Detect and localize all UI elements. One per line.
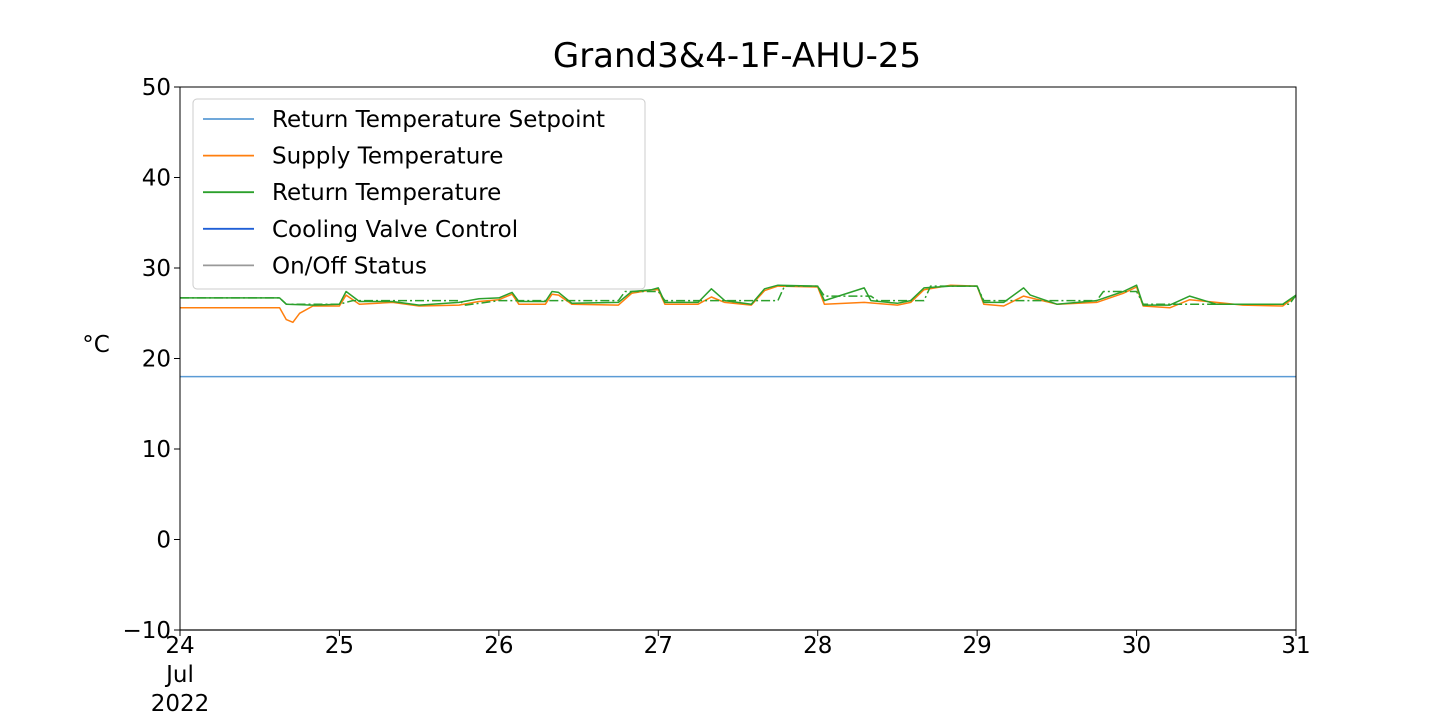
legend-label: Return Temperature bbox=[272, 180, 501, 206]
y-tick-label: 10 bbox=[142, 437, 171, 463]
legend-box bbox=[192, 98, 646, 290]
series-line-1 bbox=[180, 284, 1297, 324]
legend-label: Return Temperature Setpoint bbox=[272, 107, 605, 133]
y-tick-label: −10 bbox=[122, 618, 171, 644]
y-axis: −10 0 10 20 30 40 50 bbox=[122, 75, 180, 644]
x-tick-label: 27 bbox=[644, 633, 673, 659]
x-axis: 24 Jul 2022 25 26 27 28 29 30 31 bbox=[151, 630, 1311, 717]
x-tick-label: 30 bbox=[1122, 633, 1151, 659]
series-line-2 bbox=[180, 284, 1297, 306]
legend-label: On/Off Status bbox=[272, 253, 427, 279]
x-tick-label: 31 bbox=[1281, 633, 1310, 659]
x-tick-label: Jul bbox=[164, 662, 194, 688]
legend-label: Cooling Valve Control bbox=[272, 217, 518, 243]
chart-title: Grand3&4-1F-AHU-25 bbox=[553, 36, 921, 76]
legend-label: Supply Temperature bbox=[272, 144, 503, 170]
y-tick-label: 40 bbox=[142, 166, 171, 192]
series-layer bbox=[180, 284, 1297, 631]
legend: Return Temperature Setpoint Supply Temper… bbox=[192, 98, 646, 290]
y-axis-label: °C bbox=[82, 332, 110, 358]
series-line-3 bbox=[180, 285, 1297, 306]
x-tick-label: 29 bbox=[963, 633, 992, 659]
y-tick-label: 0 bbox=[156, 528, 171, 554]
x-tick-label: 28 bbox=[803, 633, 832, 659]
x-tick-label: 2022 bbox=[151, 691, 210, 717]
y-tick-label: 30 bbox=[142, 256, 171, 282]
x-tick-label: 25 bbox=[325, 633, 354, 659]
y-tick-label: 20 bbox=[142, 347, 171, 373]
x-tick-label: 26 bbox=[484, 633, 513, 659]
x-tick-label: 24 bbox=[165, 633, 194, 659]
y-tick-label: 50 bbox=[142, 75, 171, 101]
